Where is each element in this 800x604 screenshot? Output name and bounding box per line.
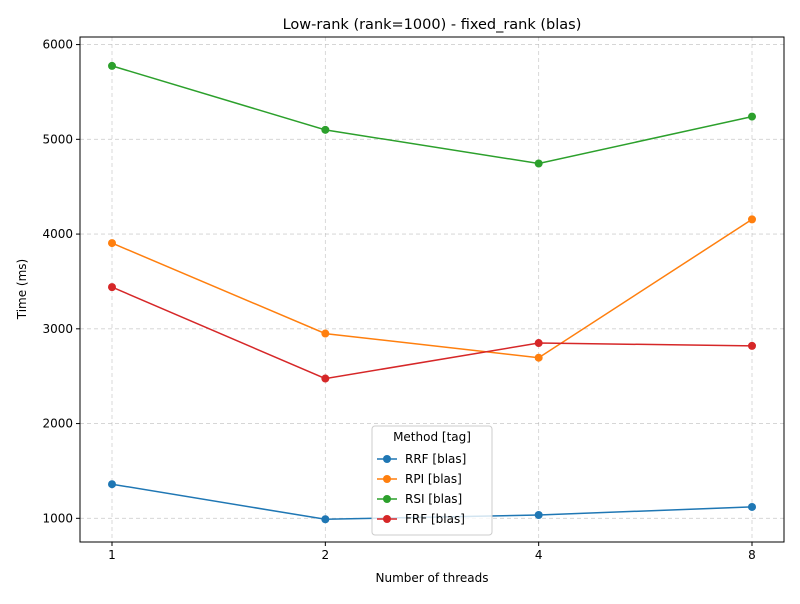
series-line: [111, 65, 753, 165]
legend-label: RSI [blas]: [405, 492, 462, 506]
data-point: [748, 112, 756, 121]
plot-area: [79, 36, 785, 543]
data-point: [321, 374, 330, 383]
data-point: [108, 61, 116, 70]
y-tick-label: 4000: [42, 227, 73, 241]
data-point: [748, 341, 756, 350]
data-point: [748, 502, 756, 511]
data-point: [321, 329, 330, 338]
legend-swatch-marker: [383, 495, 391, 503]
legend-label: FRF [blas]: [405, 512, 465, 526]
series-line: [111, 286, 753, 380]
x-tick-label: 8: [748, 548, 756, 562]
legend-swatch-marker: [383, 515, 391, 523]
x-axis-label: Number of threads: [376, 571, 489, 585]
x-tick-label: 1: [108, 548, 116, 562]
data-point: [748, 215, 756, 224]
y-tick-label: 3000: [42, 322, 73, 336]
data-point: [108, 480, 116, 489]
legend-label: RPI [blas]: [405, 472, 462, 486]
y-tick-label: 2000: [42, 417, 73, 431]
y-tick-label: 6000: [42, 38, 73, 52]
x-tick-label: 2: [322, 548, 330, 562]
x-tick-label: 4: [535, 548, 543, 562]
y-axis-label: Time (ms): [15, 259, 29, 321]
legend-swatch-marker: [383, 475, 391, 483]
chart-title: Low-rank (rank=1000) - fixed_rank (blas): [283, 17, 582, 33]
legend: Method [tag] RRF [blas] RPI [blas] RSI [bl…: [371, 425, 493, 536]
data-point: [108, 239, 116, 248]
data-point: [108, 283, 116, 292]
data-point: [534, 353, 543, 362]
data-point: [534, 510, 543, 519]
y-tick-label: 1000: [42, 511, 73, 525]
legend-label: RRF [blas]: [405, 452, 466, 466]
series-line: [111, 218, 753, 359]
legend-box: [371, 425, 493, 536]
data-point: [321, 125, 330, 134]
y-tick-label: 5000: [42, 132, 73, 146]
legend-swatch-marker: [383, 455, 391, 463]
data-point: [534, 159, 543, 168]
legend-title: Method [tag]: [393, 430, 471, 444]
series-layer: [108, 61, 756, 524]
data-point: [534, 339, 543, 348]
data-point: [321, 515, 330, 524]
ticks-layer: 1 2 4 8 1000 2000 3000 4000 5000 6000: [42, 38, 755, 562]
